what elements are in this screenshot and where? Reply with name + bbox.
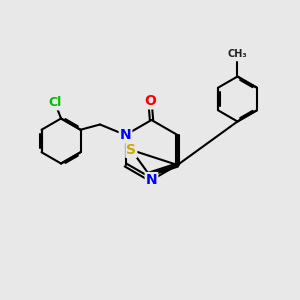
Text: O: O (144, 94, 156, 108)
Text: S: S (126, 143, 136, 157)
Text: N: N (120, 128, 131, 142)
Text: Cl: Cl (48, 96, 62, 110)
Text: N: N (146, 173, 157, 187)
Text: CH₃: CH₃ (228, 49, 247, 59)
